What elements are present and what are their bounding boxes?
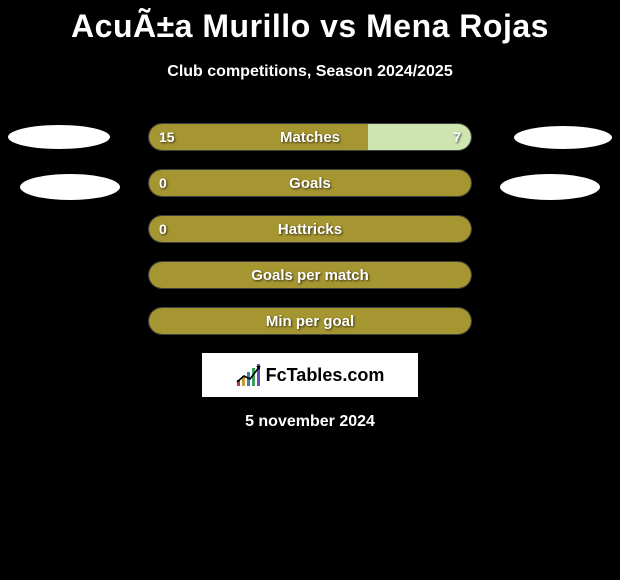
stat-row: Min per goal <box>8 307 612 335</box>
chart-icon <box>236 364 262 386</box>
stat-bar: Hattricks0 <box>148 215 472 243</box>
decorative-bubble <box>8 125 110 149</box>
subtitle: Club competitions, Season 2024/2025 <box>0 63 620 81</box>
source-logo: FcTables.com <box>202 353 418 397</box>
stat-label: Goals per match <box>149 262 471 288</box>
decorative-bubble <box>500 174 600 200</box>
decorative-bubble <box>514 126 612 149</box>
stat-bar: Goals per match <box>148 261 472 289</box>
stat-label: Hattricks <box>149 216 471 242</box>
stat-value-right: 7 <box>453 124 461 150</box>
stats-container: Matches157Goals0Hattricks0Goals per matc… <box>0 123 620 335</box>
stat-label: Matches <box>149 124 471 150</box>
decorative-bubble <box>20 174 120 200</box>
date-label: 5 november 2024 <box>0 413 620 431</box>
stat-bar: Min per goal <box>148 307 472 335</box>
stat-label: Goals <box>149 170 471 196</box>
stat-value-left: 0 <box>159 170 167 196</box>
logo-text: FcTables.com <box>266 365 385 386</box>
stat-value-left: 15 <box>159 124 175 150</box>
page-title: AcuÃ±a Murillo vs Mena Rojas <box>0 0 620 45</box>
stat-row: Hattricks0 <box>8 215 612 243</box>
stat-label: Min per goal <box>149 308 471 334</box>
stat-bar: Matches15 7 <box>148 123 472 151</box>
stat-row: Goals per match <box>8 261 612 289</box>
stat-bar: Goals0 <box>148 169 472 197</box>
stat-value-left: 0 <box>159 216 167 242</box>
